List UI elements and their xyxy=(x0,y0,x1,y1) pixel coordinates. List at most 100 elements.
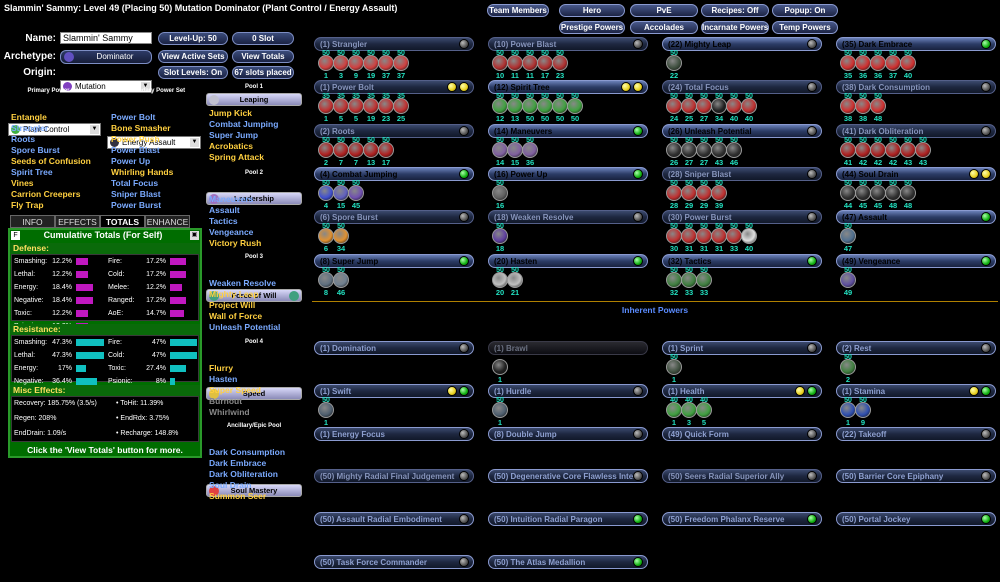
power-spore-burst[interactable]: Spore Burst xyxy=(11,145,60,155)
power-slot-22-takeoff[interactable]: (22) Takeoff xyxy=(836,427,996,441)
enhancement-icon[interactable] xyxy=(741,228,757,245)
enhancement-icon[interactable] xyxy=(681,184,697,201)
enhancement-icon[interactable] xyxy=(333,228,349,245)
top-hero-button[interactable]: Hero xyxy=(559,4,625,17)
enhancement-icon[interactable] xyxy=(840,98,856,115)
pool-select-soul-mastery[interactable]: Soul Mastery xyxy=(206,484,302,497)
power-burnout[interactable]: Burnout xyxy=(209,396,243,406)
power-flurry[interactable]: Flurry xyxy=(209,363,234,373)
enhancement-icon[interactable] xyxy=(711,98,727,115)
enhancement-icon[interactable] xyxy=(537,98,553,115)
power-spring-attack[interactable]: Spring Attack xyxy=(209,152,264,162)
enhancement-icon[interactable] xyxy=(855,55,871,71)
enhancement-icon[interactable] xyxy=(522,98,538,115)
power-power-bolt[interactable]: Power Bolt xyxy=(111,112,156,122)
archetype-select[interactable]: Dominator xyxy=(60,50,152,64)
power-mighty-leap[interactable]: Mighty Leap xyxy=(209,289,259,299)
enhancement-icon[interactable] xyxy=(840,141,856,158)
power-slot-50-the-atlas-medallion[interactable]: (50) The Atlas Medallion xyxy=(488,555,648,569)
freeze-icon[interactable]: F xyxy=(11,231,20,240)
power-slot-38-dark-consumption[interactable]: (38) Dark Consumption xyxy=(836,80,996,95)
power-slot-50-assault-radial-embodiment[interactable]: (50) Assault Radial Embodiment xyxy=(314,512,474,526)
power-slot-8-super-jump[interactable]: (8) Super Jump xyxy=(314,253,474,268)
top-prestige-powers-button[interactable]: Prestige Powers xyxy=(559,21,625,34)
enhancement-icon[interactable] xyxy=(378,55,394,71)
slot-button[interactable]: 0 Slot xyxy=(232,32,294,45)
enhancement-icon[interactable] xyxy=(507,141,523,158)
power-total-focus[interactable]: Total Focus xyxy=(111,178,159,188)
enhancement-icon[interactable] xyxy=(681,98,697,115)
level-up-button[interactable]: Level-Up: 50 xyxy=(158,32,228,45)
tab-totals[interactable]: TOTALS xyxy=(100,215,145,228)
power-roots[interactable]: Roots xyxy=(11,134,36,144)
power-slot-41-dark-obliteration[interactable]: (41) Dark Obliteration xyxy=(836,123,996,138)
enhancement-icon[interactable] xyxy=(855,184,871,201)
enhancement-icon[interactable] xyxy=(333,184,349,201)
enhancement-icon[interactable] xyxy=(567,98,583,115)
power-soul-drain[interactable]: Soul Drain xyxy=(209,480,252,490)
power-slot-1-brawl[interactable]: (1) Brawl xyxy=(488,341,648,355)
power-slot-1-domination[interactable]: (1) Domination xyxy=(314,341,474,355)
power-slot-49-vengeance[interactable]: (49) Vengeance xyxy=(836,253,996,268)
power-slot-14-maneuvers[interactable]: (14) Maneuvers xyxy=(488,123,648,138)
enhancement-icon[interactable] xyxy=(855,402,871,418)
enhancement-icon[interactable] xyxy=(522,141,538,158)
power-super-jump[interactable]: Super Jump xyxy=(209,130,259,140)
power-slot-50-degenerative-core-flawless-interf[interactable]: (50) Degenerative Core Flawless Interf xyxy=(488,469,648,483)
enhancement-icon[interactable] xyxy=(363,141,379,158)
enhancement-icon[interactable] xyxy=(666,184,682,201)
tab-enhance[interactable]: ENHANCE xyxy=(145,215,190,228)
enhancement-icon[interactable] xyxy=(393,55,409,71)
pool-select-force-of-will[interactable]: Force of Will xyxy=(206,289,302,302)
power-spirit-tree[interactable]: Spirit Tree xyxy=(11,167,53,177)
enhancement-icon[interactable] xyxy=(726,141,742,158)
tab-info[interactable]: INFO xyxy=(10,215,55,228)
power-vengeance[interactable]: Vengeance xyxy=(209,227,254,237)
power-slot-28-sniper-blast[interactable]: (28) Sniper Blast xyxy=(662,166,822,181)
enhancement-icon[interactable] xyxy=(492,141,508,158)
power-slot-1-health[interactable]: (1) Health xyxy=(662,384,822,398)
enhancement-icon[interactable] xyxy=(348,184,364,201)
enhancement-icon[interactable] xyxy=(885,141,901,158)
enhancement-icon[interactable] xyxy=(507,98,523,115)
top-pve-button[interactable]: PvE xyxy=(630,4,698,17)
enhancement-icon[interactable] xyxy=(492,402,508,418)
enhancement-icon[interactable] xyxy=(318,55,334,71)
enhancement-icon[interactable] xyxy=(507,55,523,71)
power-slot-1-hurdle[interactable]: (1) Hurdle xyxy=(488,384,648,398)
enhancement-icon[interactable] xyxy=(681,228,697,245)
view-totals-button[interactable]: View Totals xyxy=(232,50,294,63)
enhancement-icon[interactable] xyxy=(507,271,523,288)
enhancement-icon[interactable] xyxy=(492,359,508,375)
power-slot-50-mighty-radial-final-judgement[interactable]: (50) Mighty Radial Final Judgement xyxy=(314,469,474,483)
origin-select[interactable]: Mutation ▼ xyxy=(60,80,152,93)
enhancement-icon[interactable] xyxy=(522,55,538,71)
enhancement-icon[interactable] xyxy=(552,98,568,115)
pool-select-speed[interactable]: Speed xyxy=(206,387,302,400)
enhancement-icon[interactable] xyxy=(681,271,697,288)
power-slot-12-spirit-tree[interactable]: (12) Spirit Tree xyxy=(488,80,648,95)
enhancement-icon[interactable] xyxy=(870,98,886,115)
enhancement-icon[interactable] xyxy=(318,98,334,115)
power-slot-20-hasten[interactable]: (20) Hasten xyxy=(488,253,648,268)
power-carrion-creepers[interactable]: Carrion Creepers xyxy=(11,189,81,199)
enhancement-icon[interactable] xyxy=(492,271,508,288)
power-slot-30-power-burst[interactable]: (30) Power Burst xyxy=(662,210,822,225)
power-entangle[interactable]: Entangle xyxy=(11,112,47,122)
enhancement-icon[interactable] xyxy=(348,141,364,158)
enhancement-icon[interactable] xyxy=(741,98,757,115)
power-slot-1-energy-focus[interactable]: (1) Energy Focus xyxy=(314,427,474,441)
power-victory-rush[interactable]: Victory Rush xyxy=(209,238,262,248)
power-slot-1-sprint[interactable]: (1) Sprint xyxy=(662,341,822,355)
power-bone-smasher[interactable]: Bone Smasher xyxy=(111,123,171,133)
power-slot-50-barrier-core-epiphany[interactable]: (50) Barrier Core Epiphany xyxy=(836,469,996,483)
power-whirlwind[interactable]: Whirlwind xyxy=(209,407,250,417)
slots-placed-button[interactable]: 67 slots placed xyxy=(232,66,294,79)
power-strangler[interactable]: Strangler xyxy=(11,123,49,133)
enhancement-icon[interactable] xyxy=(318,228,334,245)
power-unleash-potential[interactable]: Unleash Potential xyxy=(209,322,281,332)
enhancement-icon[interactable] xyxy=(666,359,682,375)
power-power-blast[interactable]: Power Blast xyxy=(111,145,160,155)
enhancement-icon[interactable] xyxy=(696,98,712,115)
power-slot-24-total-focus[interactable]: (24) Total Focus xyxy=(662,80,822,95)
